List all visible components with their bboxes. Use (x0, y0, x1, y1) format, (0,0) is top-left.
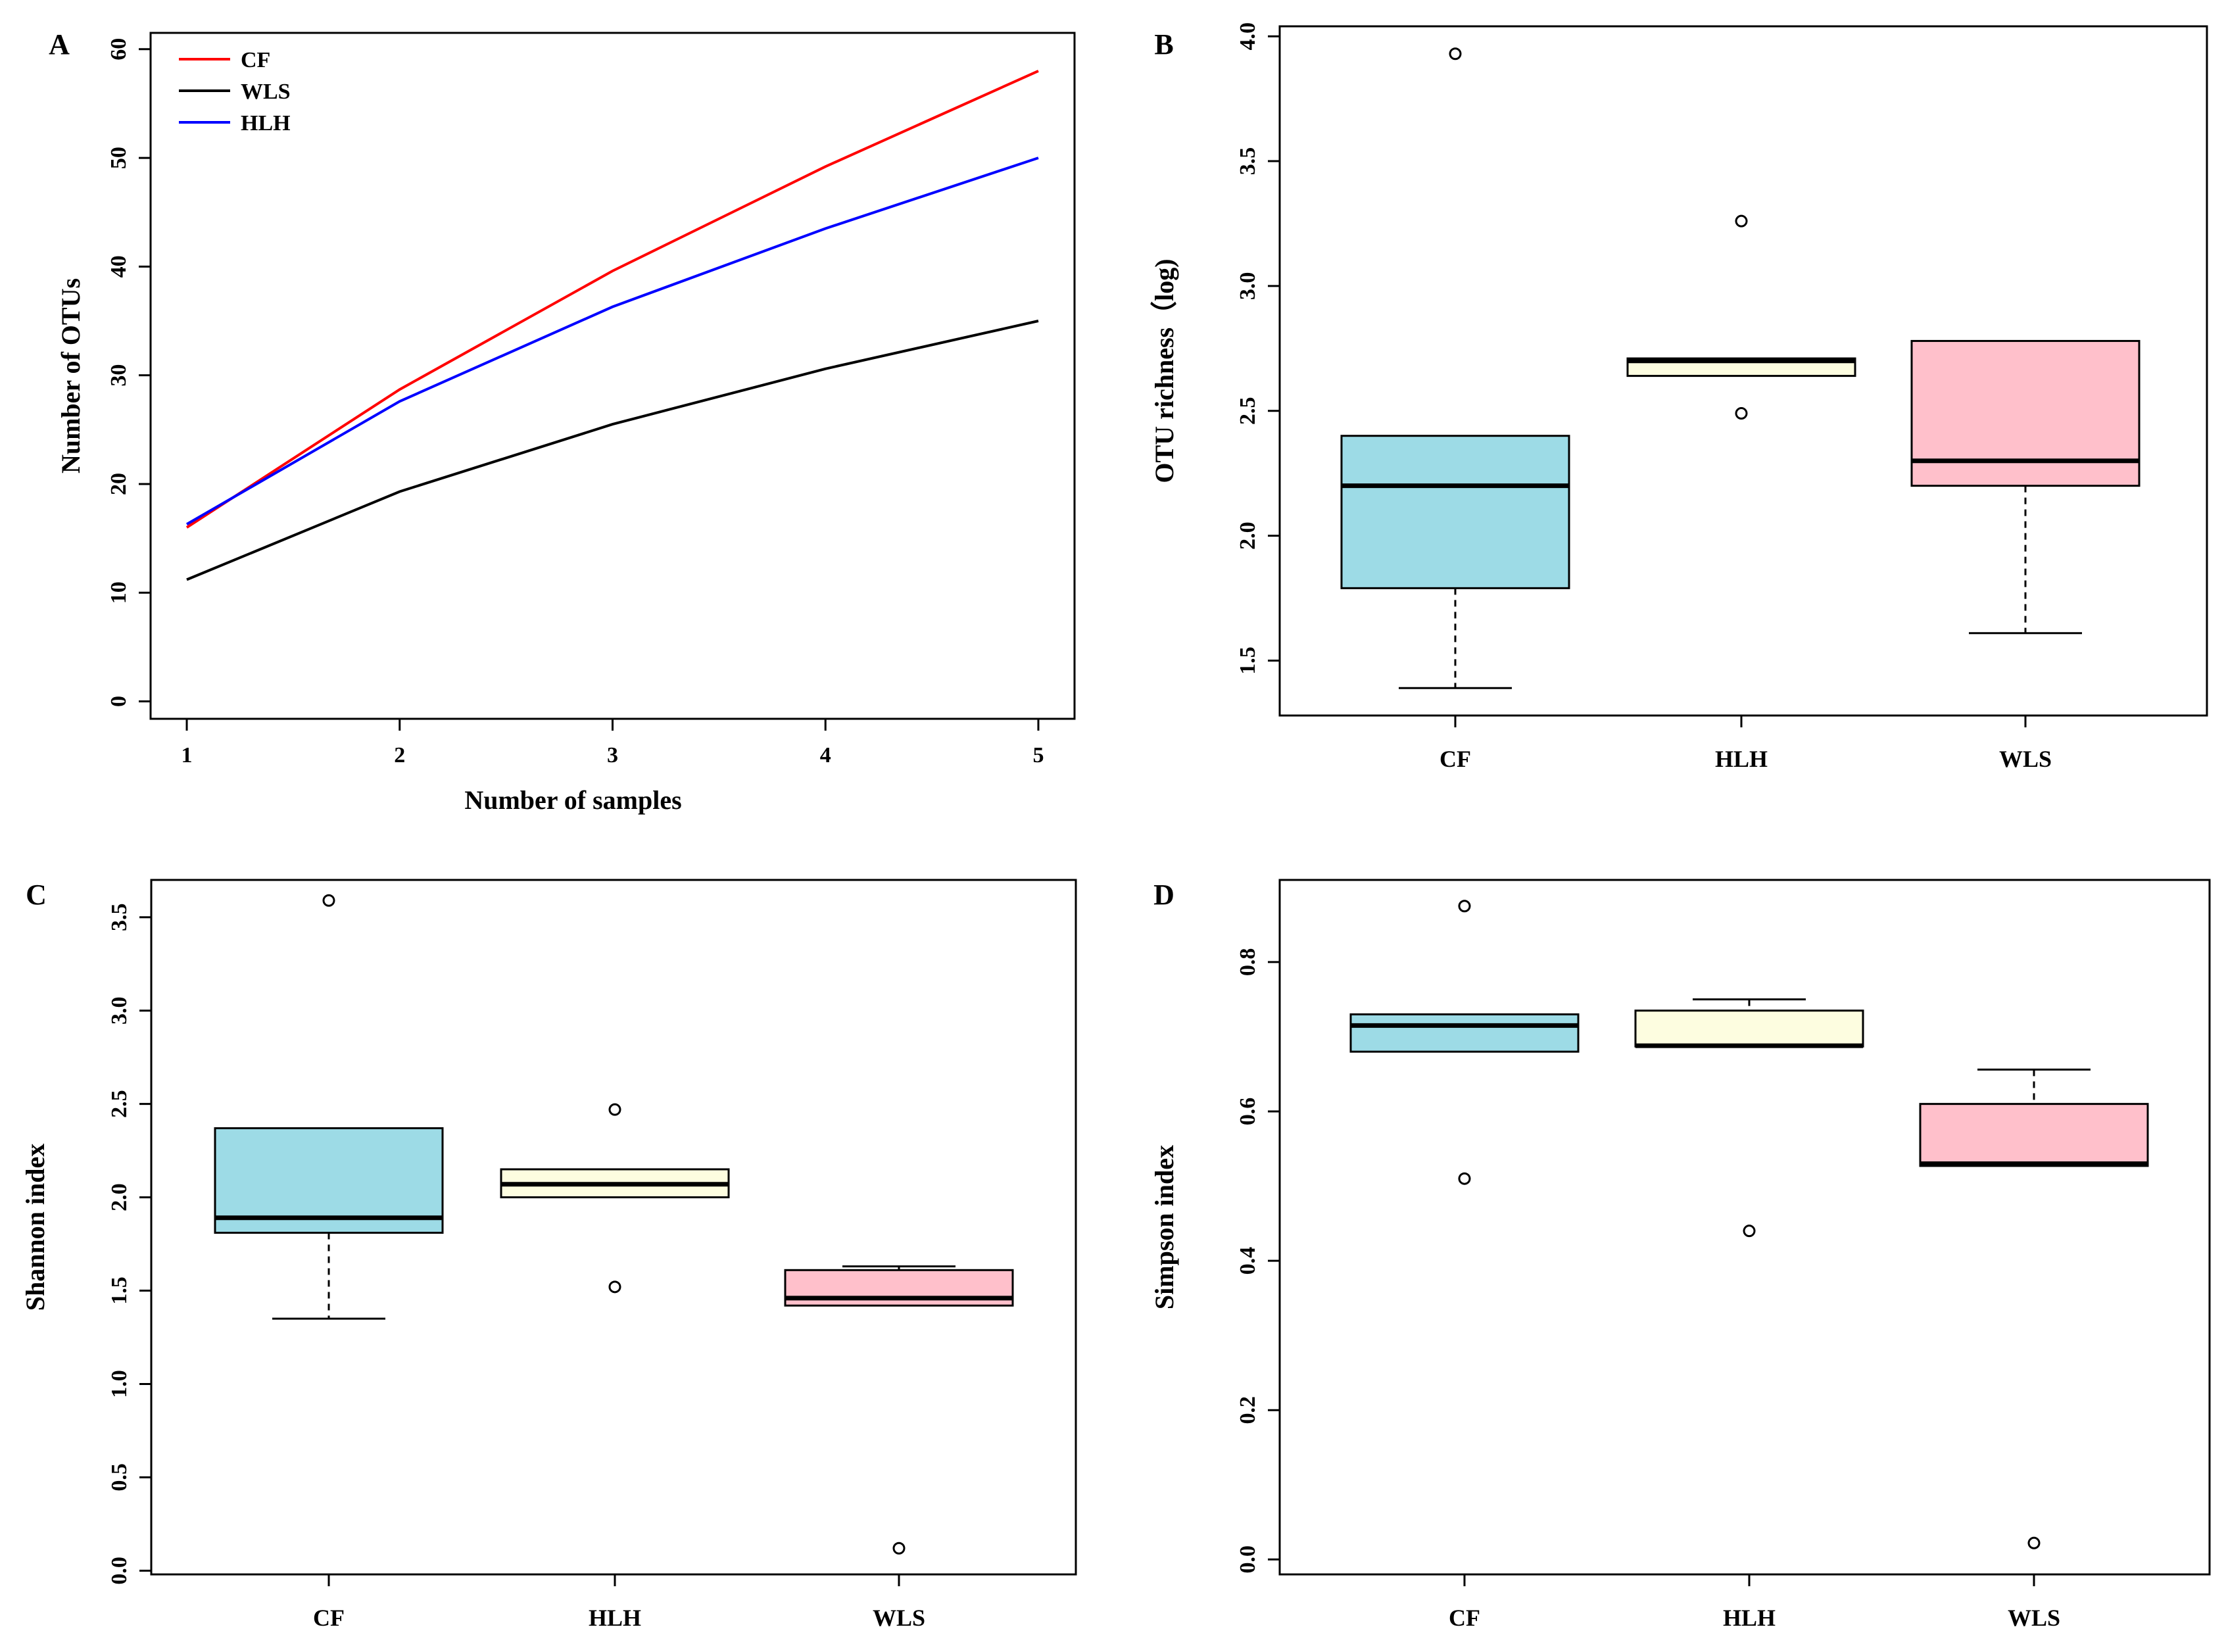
box-body (1340, 435, 1570, 589)
box-body (1919, 1103, 2149, 1167)
x-tick-label: 1 (181, 743, 193, 767)
y-tick-label: 2.5 (1236, 397, 1260, 425)
y-tick-label: 1.0 (107, 1370, 132, 1398)
box-cf (214, 894, 444, 1320)
box-body (1910, 339, 2141, 487)
y-axis: 0 10 20 30 40 50 60 (107, 38, 151, 707)
x-tick-label: 3 (607, 743, 618, 767)
x-tick-label: 5 (1032, 743, 1044, 767)
y-tick-label: 2.0 (1236, 522, 1260, 550)
x-tick-label: HLH (589, 1605, 641, 1631)
series-line-hlh (186, 157, 1039, 525)
outlier-point (892, 1542, 906, 1555)
outlier-point (1458, 1172, 1471, 1185)
y-tick-label: 1.5 (107, 1276, 132, 1305)
y-tick-label: 3.0 (107, 996, 132, 1025)
y-tick-label: 3.5 (1236, 147, 1260, 175)
y-axis-label: OTU richness（log) (1149, 258, 1179, 483)
y-tick-label: 0.0 (107, 1557, 132, 1585)
y-tick-label: 10 (107, 581, 131, 604)
box-body (1634, 1009, 1864, 1048)
y-tick-label: 3.0 (1236, 272, 1260, 301)
outlier-point (1735, 407, 1748, 420)
y-tick-label: 0.4 (1236, 1247, 1260, 1275)
outlier-point (608, 1103, 621, 1116)
y-tick-label: 4.0 (1236, 22, 1260, 50)
y-tick-label: 50 (107, 147, 131, 169)
panel-a: A 0 10 20 30 40 50 60 Number of OTUs 1 2 3 4 5 Number … (49, 28, 1076, 815)
y-tick-label: 1.5 (1236, 646, 1260, 675)
series-line-wls (186, 320, 1039, 581)
y-tick-label: 30 (107, 364, 131, 387)
outlier-point (608, 1280, 621, 1294)
plot-frame (1278, 879, 2211, 1576)
panel-label: A (49, 28, 70, 61)
y-axis: 0.0 0.2 0.4 0.6 0.8 (1236, 948, 1280, 1574)
outlier-point (2027, 1536, 2041, 1549)
x-tick-label: 4 (820, 743, 831, 767)
box-wls (784, 1265, 1014, 1555)
plot-frame (149, 32, 1076, 720)
x-tick-label: HLH (1715, 746, 1768, 772)
outlier-point (1449, 47, 1462, 61)
panel-label: D (1153, 879, 1174, 911)
y-tick-label: 2.5 (107, 1090, 132, 1118)
x-tick-label: CF (1449, 1605, 1480, 1631)
x-axis: 1 2 3 4 5 (181, 719, 1044, 767)
y-tick-label: 0 (107, 696, 131, 707)
y-tick-label: 2.0 (107, 1183, 132, 1211)
box-wls (1910, 339, 2141, 635)
box-hlh (1626, 214, 1856, 420)
outlier-point (1458, 900, 1471, 913)
plot-frame (1278, 25, 2208, 717)
box-hlh (1634, 998, 1864, 1238)
box-hlh (500, 1103, 730, 1294)
y-axis-label: Shannon index (20, 1144, 50, 1311)
series-line-cf (185, 70, 1039, 529)
x-tick-label: CF (313, 1605, 345, 1631)
y-tick-label: 0.5 (107, 1463, 132, 1492)
x-tick-label: CF (1440, 746, 1471, 772)
panel-label: C (26, 879, 47, 911)
x-tick-label: HLH (1723, 1605, 1776, 1631)
y-tick-label: 0.2 (1236, 1396, 1260, 1424)
box-wls (1919, 1068, 2149, 1549)
x-axis: CF HLH WLS (1449, 1574, 2060, 1631)
y-axis: 0.0 0.5 1.0 1.5 2.0 2.5 3.0 3.5 (107, 904, 151, 1585)
outlier-point (1735, 214, 1748, 228)
plot-frame (150, 879, 1077, 1576)
x-axis: CF HLH WLS (313, 1574, 925, 1631)
box-cf (1340, 47, 1570, 689)
y-tick-label: 0.6 (1236, 1098, 1260, 1126)
y-axis-label: Number of OTUs (56, 278, 85, 474)
panel-d: D 0.0 0.2 0.4 0.6 0.8 Simpson index CF HLH WLS (1149, 879, 2211, 1631)
legend-label: WLS (241, 80, 291, 104)
box-cf (1349, 900, 1580, 1185)
legend: CF WLS HLH (179, 48, 291, 135)
x-axis: CF HLH WLS (1440, 716, 2052, 772)
panel-b: B 1.5 2.0 2.5 3.0 3.5 4.0 OTU richness（log) CF HL… (1149, 22, 2208, 772)
outlier-point (322, 894, 335, 907)
x-axis-label: Number of samples (464, 785, 681, 815)
x-tick-label: WLS (1999, 746, 2052, 772)
x-tick-label: WLS (2008, 1605, 2060, 1631)
y-tick-label: 0.8 (1236, 948, 1260, 977)
panel-c: C 0.0 0.5 1.0 1.5 2.0 2.5 3.0 3.5 Shannon index CF… (20, 879, 1077, 1631)
y-tick-label: 20 (107, 473, 131, 495)
y-axis-label: Simpson index (1149, 1145, 1179, 1309)
x-tick-label: WLS (873, 1605, 925, 1631)
y-tick-label: 60 (107, 38, 131, 61)
x-tick-label: 2 (394, 743, 405, 767)
y-tick-label: 3.5 (107, 904, 132, 932)
box-body (214, 1127, 444, 1234)
legend-label: HLH (241, 111, 291, 135)
y-axis: 1.5 2.0 2.5 3.0 3.5 4.0 (1236, 22, 1280, 675)
y-tick-label: 0.0 (1236, 1545, 1260, 1574)
panel-label: B (1154, 28, 1173, 61)
y-tick-label: 40 (107, 255, 131, 278)
legend-label: CF (241, 48, 270, 72)
box-body (1349, 1013, 1580, 1053)
outlier-point (1743, 1225, 1756, 1238)
